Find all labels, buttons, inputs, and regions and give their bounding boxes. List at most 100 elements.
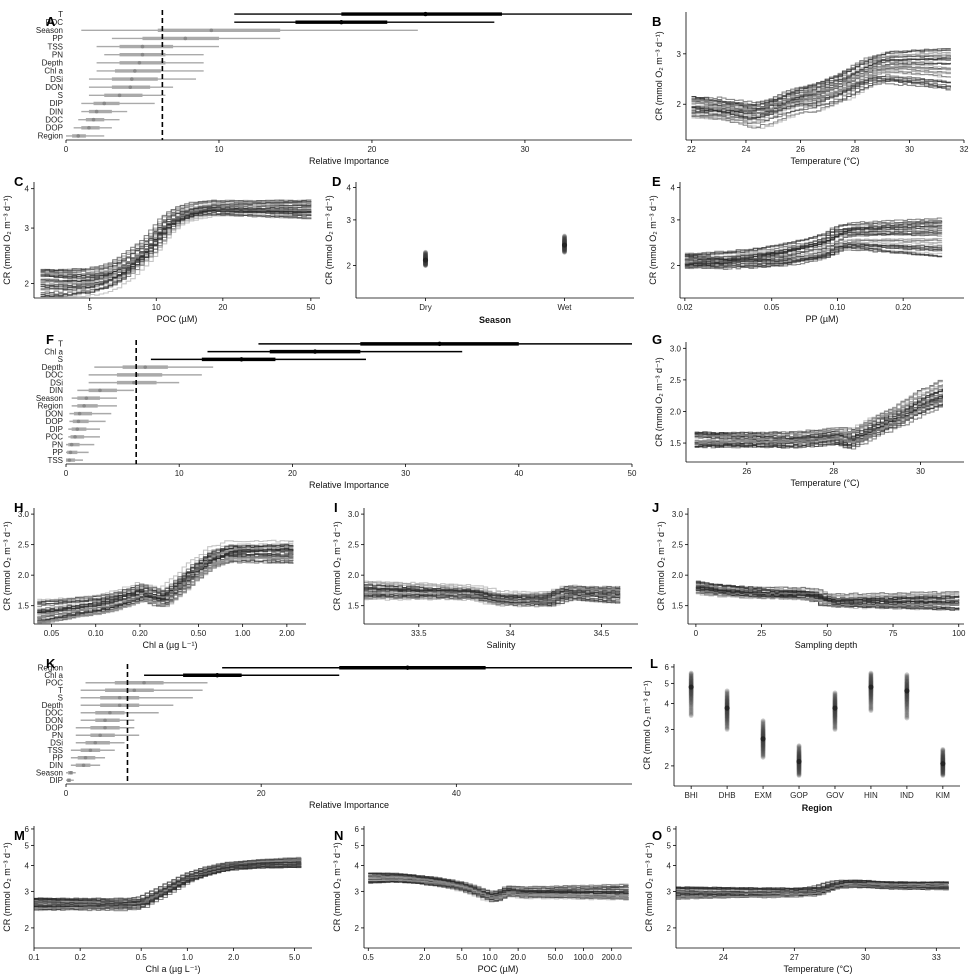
strip-point (760, 750, 766, 756)
importance-median (75, 427, 80, 431)
importance-median (312, 349, 318, 354)
variable-label: DIN (49, 386, 63, 395)
variable-label: PN (52, 731, 63, 740)
y-axis-title: CR (mmol O₂ m⁻³ d⁻¹) (2, 842, 12, 932)
variable-label: DON (45, 83, 63, 92)
panel-label: O (652, 828, 662, 843)
panel-label: D (332, 174, 341, 189)
ice-line (37, 545, 294, 618)
ice-lines (691, 47, 951, 129)
strip-point (940, 751, 946, 756)
strip-point (760, 749, 766, 755)
y-tick-label: 2.5 (672, 541, 684, 550)
strip-median (561, 242, 568, 248)
ice-line (684, 244, 943, 266)
importance-median (91, 117, 96, 122)
strip-point (423, 250, 428, 256)
y-tick-label: 2 (347, 262, 352, 271)
strip-point (832, 692, 838, 698)
ice-line (691, 75, 951, 120)
importance-median (69, 770, 73, 775)
x-tick-label: 0.20 (895, 303, 911, 312)
strip-point (562, 239, 567, 244)
strip-point (724, 691, 730, 697)
strip-point (562, 238, 567, 244)
variable-label: DOC (45, 115, 63, 124)
ice-line (40, 208, 311, 284)
strip-point (423, 251, 428, 257)
y-tick-label: 6 (355, 825, 360, 834)
x-tick-label: 0.20 (132, 629, 148, 638)
variable-label: TSS (47, 42, 63, 51)
x-axis-title: Relative Importance (309, 800, 389, 810)
panel-label: I (334, 500, 338, 515)
variable-label: Chl a (44, 671, 63, 680)
strip-point (868, 705, 874, 711)
ice-line (40, 199, 312, 272)
y-tick-label: 4 (25, 185, 30, 194)
ice-line (694, 398, 943, 444)
variable-label: Region (38, 132, 63, 141)
panel-N: 2 3 4 5 6 CR (mmol O₂ m⁻³ d⁻¹) 0.5 2.0 5.0 10.0 20… (332, 825, 632, 974)
variable-label: T (58, 340, 63, 349)
x-tick-label: 0.05 (764, 303, 780, 312)
strip-point (868, 676, 874, 682)
y-tick-label: 6 (665, 663, 670, 672)
x-tick-label: 0 (64, 469, 69, 478)
strip-point (940, 770, 946, 776)
ice-lines (40, 198, 312, 298)
strip-point (904, 701, 910, 707)
strip-point (868, 703, 874, 709)
y-tick-label: 1.5 (672, 602, 684, 611)
strip-point (904, 703, 910, 709)
y-tick-label: 3.0 (672, 510, 684, 519)
ice-line (691, 72, 951, 113)
importance-median (94, 109, 99, 114)
x-tick-label: 1.0 (182, 953, 194, 962)
ice-line (368, 875, 629, 898)
strip-point (904, 702, 910, 708)
y-tick-label: 3 (347, 216, 352, 225)
x-tick-label: GOV (826, 791, 844, 800)
x-axis-title: Region (802, 803, 833, 813)
variable-label: TSS (47, 456, 63, 465)
y-tick-label: 3.0 (18, 510, 30, 519)
x-axis-title: Chl a (µg L⁻¹) (146, 964, 201, 974)
panel-J: 1.5 2.0 2.5 3.0 CR (mmol O₂ m⁻³ d⁻¹) 0 25 50 75 1… (652, 500, 966, 650)
importance-median (117, 703, 122, 708)
x-tick-label: 0.10 (830, 303, 846, 312)
strip-point (904, 707, 910, 713)
y-axis-title: CR (mmol O₂ m⁻³ d⁻¹) (644, 842, 654, 932)
strip-point (688, 674, 694, 680)
strip-point (796, 752, 802, 758)
importance-median (132, 688, 137, 693)
variable-label: Season (36, 394, 63, 403)
strip-point (562, 237, 567, 242)
importance-median (133, 69, 137, 73)
panel-label: E (652, 174, 661, 189)
variable-label: DOC (45, 371, 63, 380)
ice-line (691, 62, 951, 121)
x-tick-label: 2.00 (279, 629, 295, 638)
x-axis-title: Temperature (°C) (790, 478, 859, 488)
y-tick-label: 2 (25, 280, 30, 289)
x-tick-label: 100 (952, 629, 966, 638)
x-tick-label: 10 (175, 469, 184, 478)
x-tick-label: 5 (87, 303, 92, 312)
strip-point (832, 720, 838, 726)
ice-line (684, 231, 943, 265)
strip-point (940, 748, 946, 754)
x-axis-title: PP (µM) (805, 314, 838, 324)
x-tick-label: 50 (306, 303, 315, 312)
ice-line (676, 879, 949, 890)
strip-point (940, 753, 946, 759)
x-tick-label: 40 (514, 469, 523, 478)
strip-point (796, 768, 802, 774)
variable-label: Depth (42, 701, 63, 710)
variable-label: DIP (50, 425, 63, 434)
strip-point (796, 748, 802, 754)
y-tick-label: 3 (25, 224, 30, 233)
strip-point (760, 725, 766, 730)
